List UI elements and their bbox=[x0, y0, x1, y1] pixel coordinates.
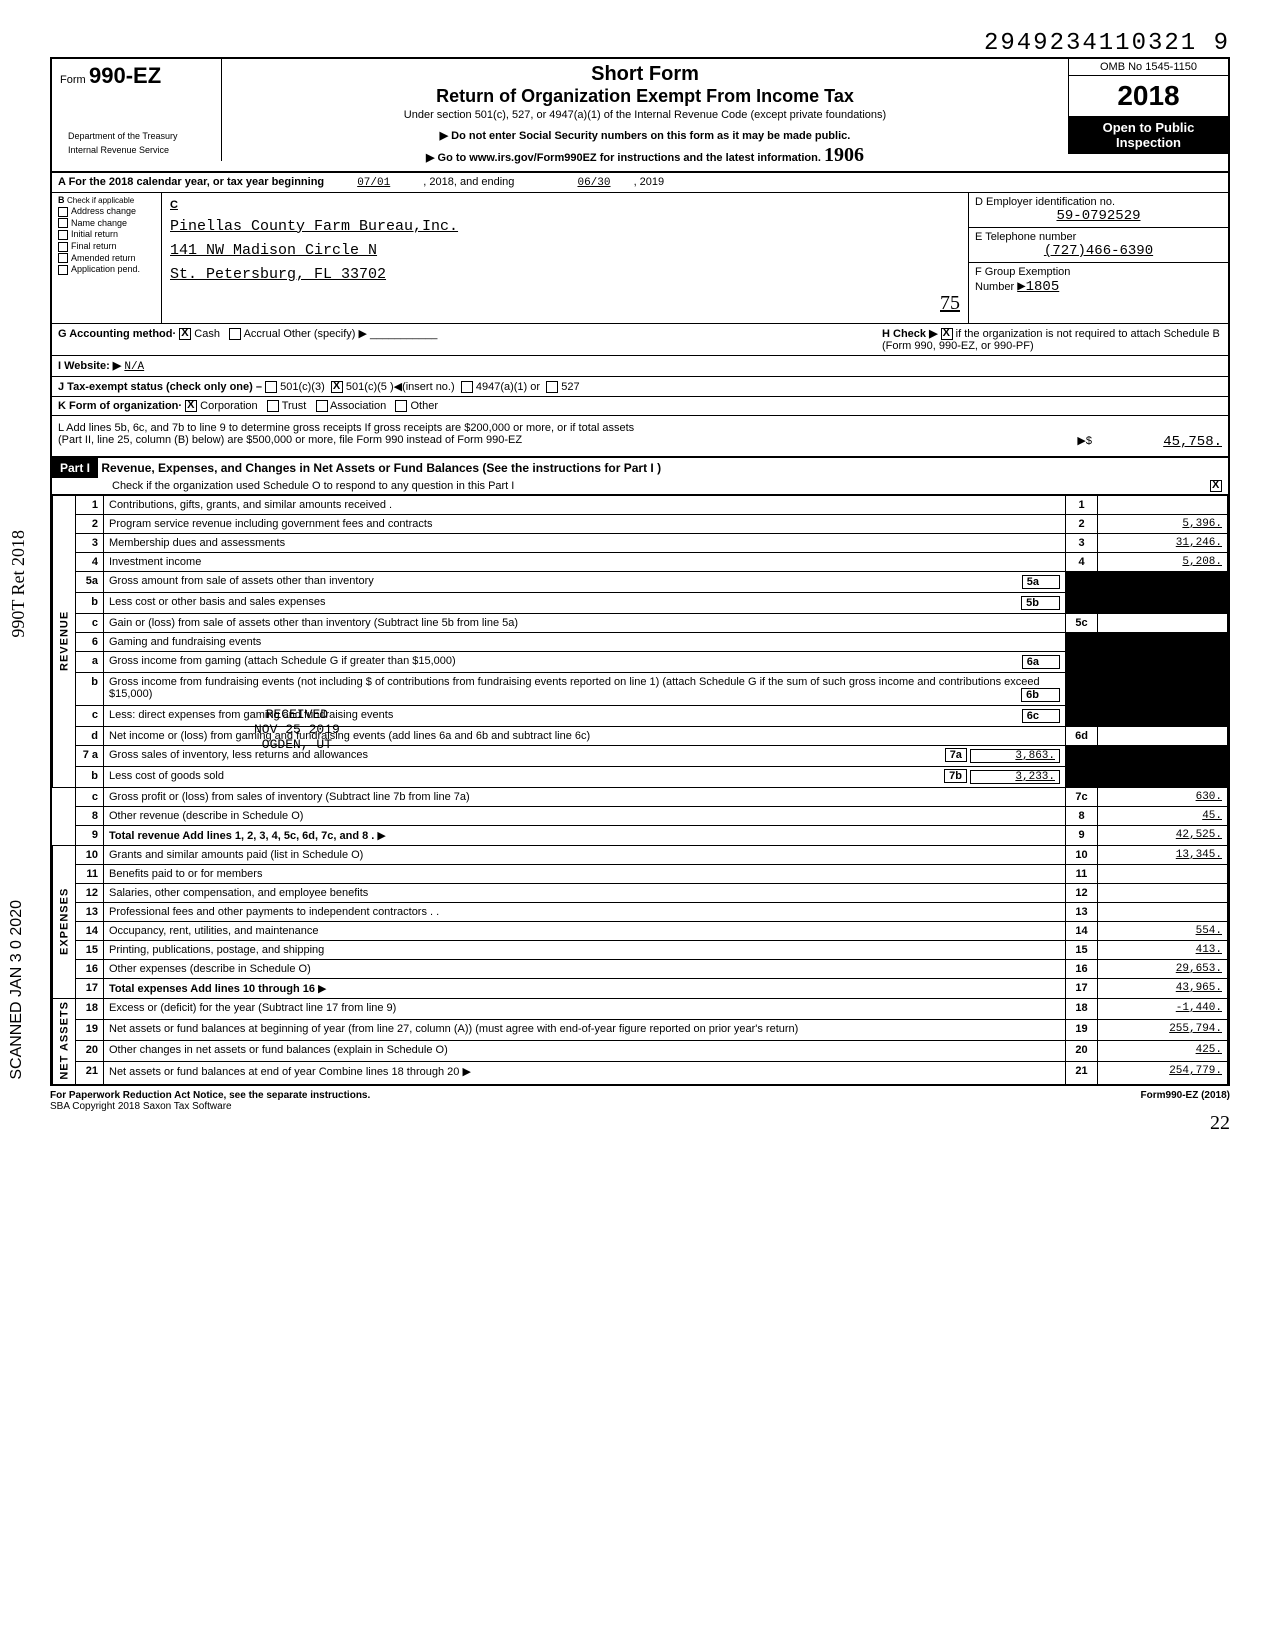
cb-501c[interactable] bbox=[331, 381, 343, 393]
hw-75: 75 bbox=[170, 287, 960, 319]
footer-form: Form990-EZ (2018) bbox=[1141, 1090, 1230, 1112]
org-addr1: 141 NW Madison Circle N bbox=[170, 239, 960, 263]
subtitle: Under section 501(c), 527, or 4947(a)(1)… bbox=[226, 109, 1064, 121]
part1-title: Revenue, Expenses, and Changes in Net As… bbox=[101, 461, 661, 475]
d-label: D Employer identification no. bbox=[975, 196, 1115, 208]
k-label: K Form of organization· bbox=[58, 400, 182, 412]
cb-accrual[interactable] bbox=[229, 328, 241, 340]
i-label: I Website: ▶ bbox=[58, 360, 121, 372]
section-c-org: C Pinellas County Farm Bureau,Inc. 141 N… bbox=[162, 193, 968, 323]
line-a: A For the 2018 calendar year, or tax yea… bbox=[52, 173, 1228, 192]
dept-treasury: Department of the Treasury bbox=[60, 129, 213, 143]
cb-association[interactable] bbox=[316, 400, 328, 412]
form-number: 990-EZ bbox=[89, 63, 161, 88]
org-addr2: St. Petersburg, FL 33702 bbox=[170, 263, 960, 287]
e-label: E Telephone number bbox=[975, 231, 1076, 243]
margin-note: 990T Ret 2018 bbox=[8, 530, 29, 638]
g-label: G Accounting method· bbox=[58, 328, 176, 340]
footer-paperwork: For Paperwork Reduction Act Notice, see … bbox=[50, 1090, 370, 1101]
l-text2: (Part II, line 25, column (B) below) are… bbox=[58, 434, 1077, 450]
d-ein: 59-0792529 bbox=[975, 208, 1222, 224]
f-group-exemption: ▶1805 bbox=[1017, 279, 1059, 295]
short-form-title: Short Form bbox=[226, 63, 1064, 86]
i-website: N/A bbox=[124, 361, 144, 373]
cb-application-pending[interactable] bbox=[58, 265, 68, 275]
open-public: Open to Public bbox=[1073, 120, 1224, 135]
scanned-stamp: SCANNED JAN 3 0 2020 bbox=[8, 900, 26, 1080]
side-netassets: NET ASSETS bbox=[53, 998, 76, 1084]
cb-527[interactable] bbox=[546, 381, 558, 393]
cb-schedule-b[interactable] bbox=[941, 328, 953, 340]
side-expenses: EXPENSES bbox=[53, 845, 76, 998]
return-title: Return of Organization Exempt From Incom… bbox=[226, 86, 1064, 107]
cb-amended-return[interactable] bbox=[58, 253, 68, 263]
h-label: H Check ▶ bbox=[882, 328, 938, 340]
cb-501c3[interactable] bbox=[265, 381, 277, 393]
cb-name-change[interactable] bbox=[58, 218, 68, 228]
form-prefix: Form bbox=[60, 74, 86, 86]
e-phone: (727)466-6390 bbox=[975, 243, 1222, 259]
hw-page-22: 22 bbox=[50, 1112, 1230, 1135]
no-ssn: ▶ Do not enter Social Security numbers o… bbox=[226, 129, 1064, 142]
footer-sba: SBA Copyright 2018 Saxon Tax Software bbox=[50, 1101, 370, 1112]
cb-initial-return[interactable] bbox=[58, 230, 68, 240]
cb-trust[interactable] bbox=[267, 400, 279, 412]
cb-4947[interactable] bbox=[461, 381, 473, 393]
cb-final-return[interactable] bbox=[58, 242, 68, 252]
cb-corporation[interactable] bbox=[185, 400, 197, 412]
cb-address-change[interactable] bbox=[58, 207, 68, 217]
cb-cash[interactable] bbox=[179, 328, 191, 340]
cb-other-org[interactable] bbox=[395, 400, 407, 412]
cb-schedule-o[interactable] bbox=[1210, 480, 1222, 492]
side-revenue: REVENUE bbox=[53, 495, 76, 787]
j-label: J Tax-exempt status (check only one) – bbox=[58, 381, 262, 393]
goto-url: ▶ Go to www.irs.gov/Form990EZ for instru… bbox=[226, 144, 1064, 167]
section-b-checkboxes: B Check if applicable Address change Nam… bbox=[52, 193, 162, 323]
org-name: Pinellas County Farm Bureau,Inc. bbox=[170, 215, 960, 239]
received-stamp: RECEIVEDNOV 25 2019OGDEN, UT bbox=[254, 707, 340, 752]
dept-irs: Internal Revenue Service bbox=[60, 143, 213, 157]
hw-1906: 1906 bbox=[824, 144, 864, 166]
f-label: F Group Exemption bbox=[975, 266, 1070, 278]
tax-year: 2018 bbox=[1069, 76, 1228, 116]
lines-table: REVENUE 1Contributions, gifts, grants, a… bbox=[52, 495, 1228, 1085]
part1-check-text: Check if the organization used Schedule … bbox=[112, 480, 514, 492]
part1-label: Part I bbox=[52, 458, 98, 478]
omb-number: OMB No 1545-1150 bbox=[1069, 59, 1228, 76]
top-number: 2949234110321 9 bbox=[50, 30, 1230, 57]
l-text1: L Add lines 5b, 6c, and 7b to line 9 to … bbox=[58, 422, 1222, 434]
inspection: Inspection bbox=[1073, 135, 1224, 150]
l-gross-receipts: 45,758. bbox=[1092, 434, 1222, 450]
form-header: Form 990-EZ Department of the Treasury I… bbox=[50, 57, 1230, 173]
